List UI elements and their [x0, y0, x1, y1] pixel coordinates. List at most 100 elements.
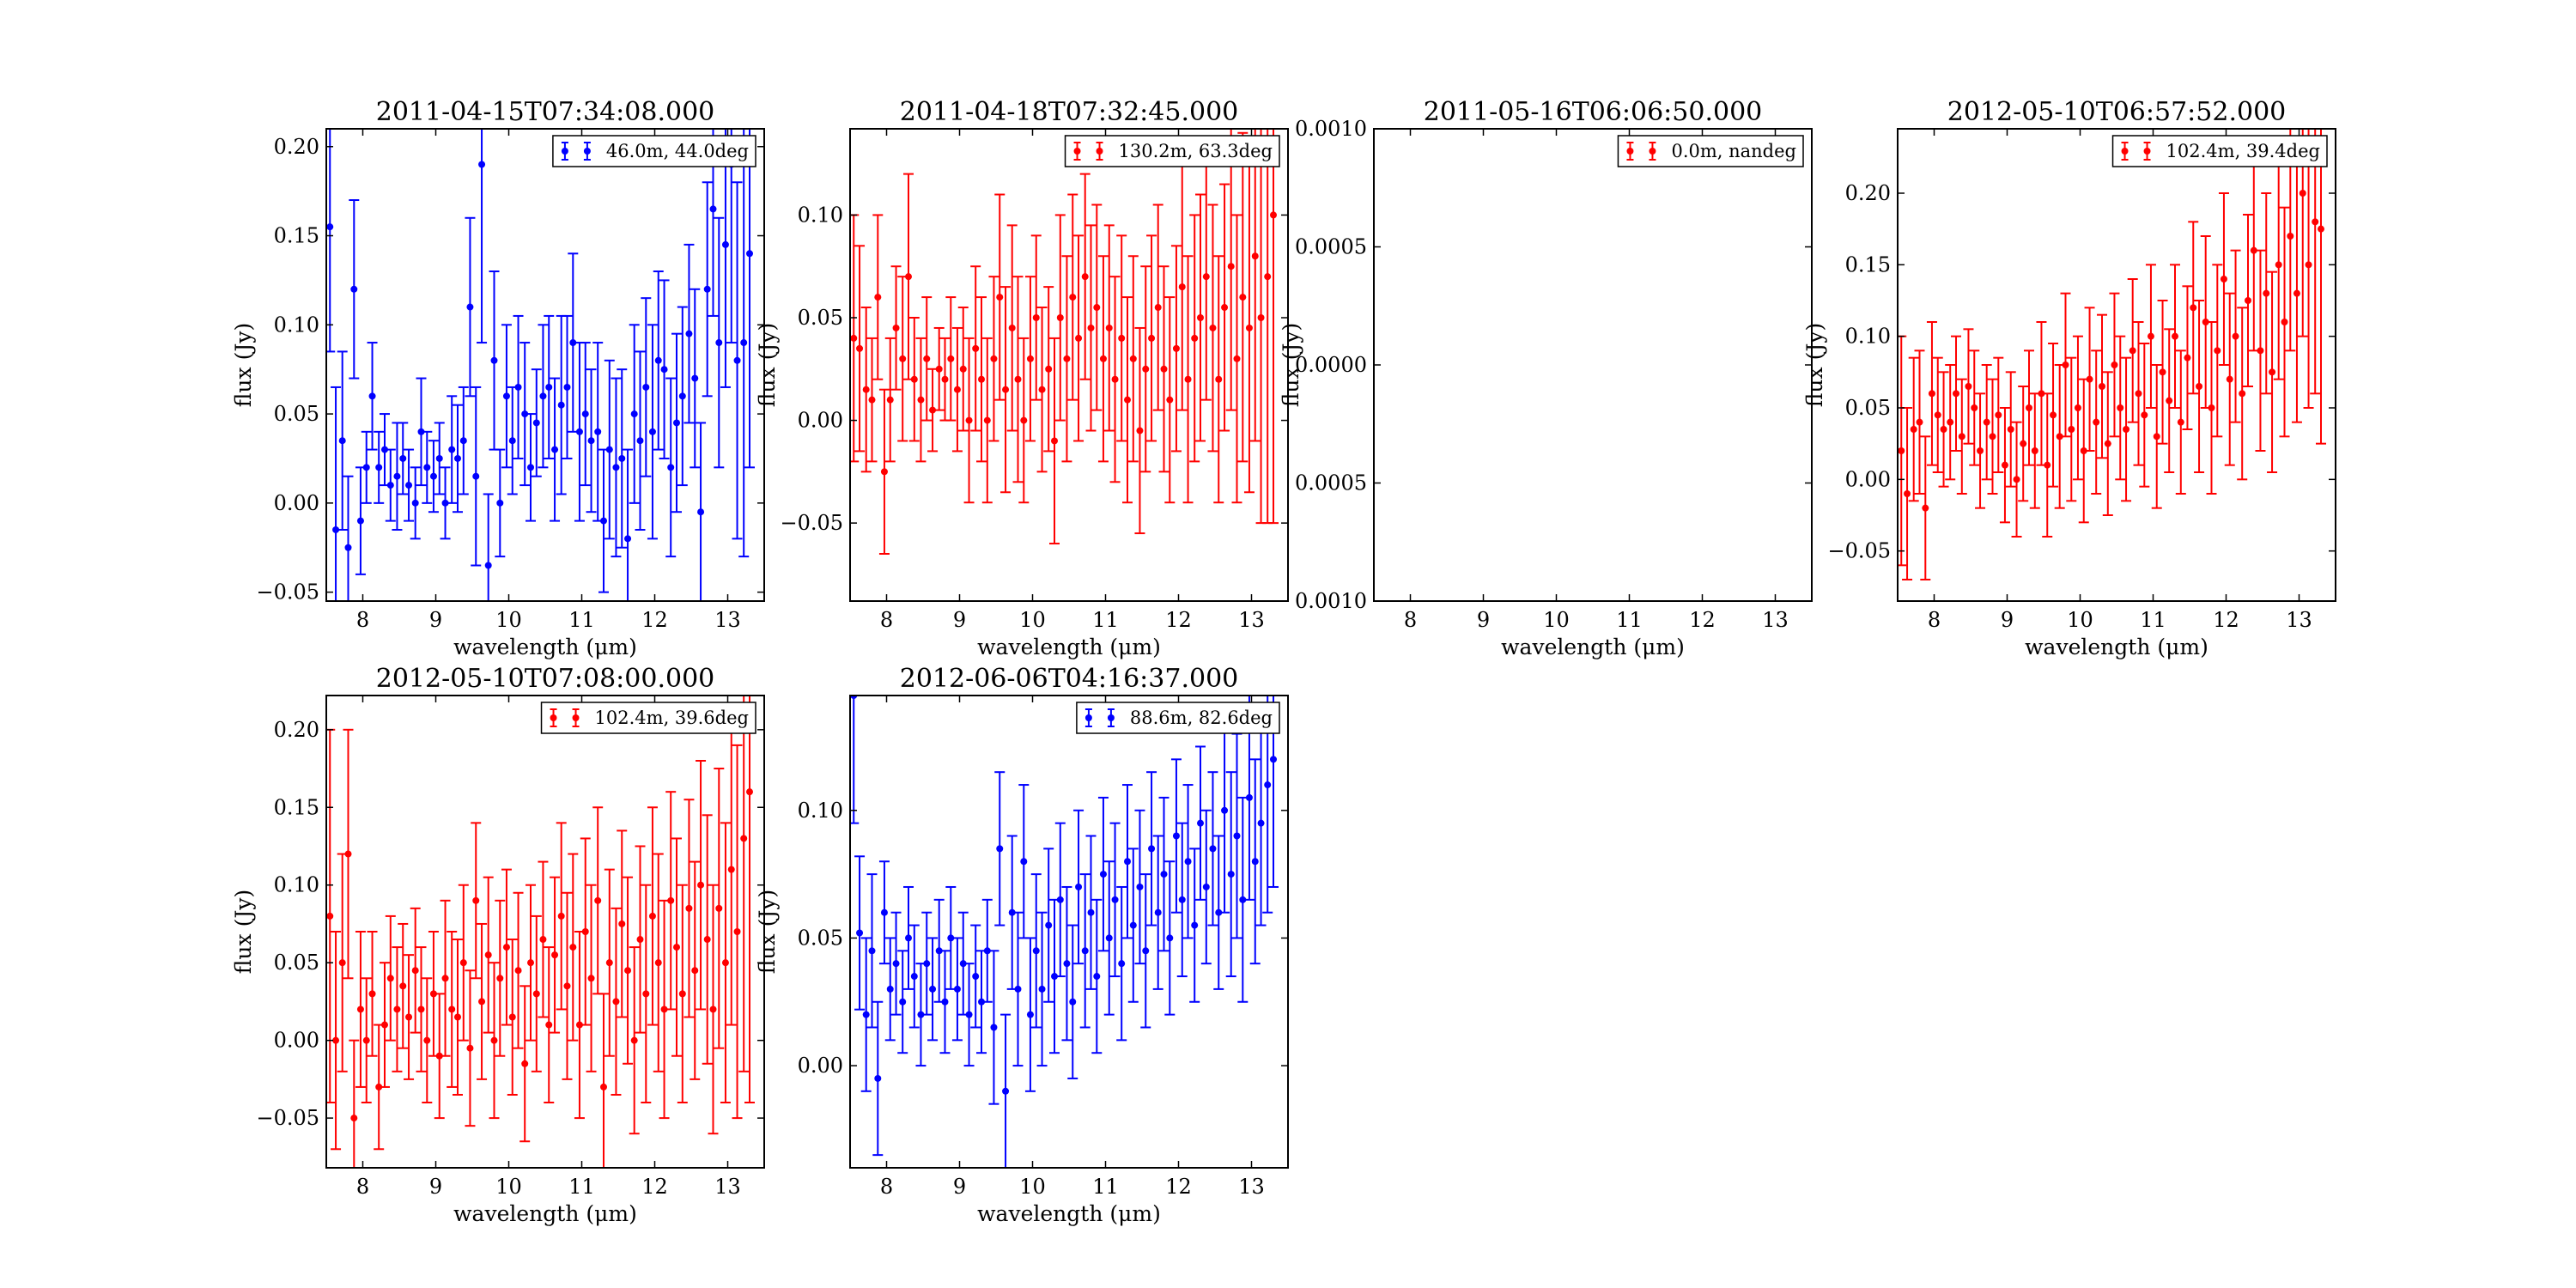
- data-point: [454, 1013, 461, 1021]
- data-point: [856, 929, 864, 937]
- data-point: [1172, 832, 1180, 840]
- data-point: [2068, 426, 2075, 433]
- data-point: [1953, 390, 1959, 398]
- plot-area: [326, 129, 755, 601]
- data-point: [929, 985, 937, 993]
- data-point: [910, 375, 918, 383]
- y-tick-label: 0.20: [274, 135, 319, 159]
- x-tick-label: 13: [2286, 608, 2312, 632]
- y-tick-label: 0.20: [1845, 181, 1891, 205]
- data-point: [2001, 461, 2008, 469]
- y-axis-label: flux (Jy): [1802, 323, 1827, 407]
- data-point: [733, 356, 741, 364]
- data-point: [1191, 921, 1199, 929]
- data-point: [1142, 947, 1150, 955]
- y-tick-label: 0.00: [1845, 467, 1891, 491]
- data-point: [587, 975, 595, 982]
- data-point: [978, 375, 985, 383]
- y-tick-label: 0.0005: [1295, 235, 1367, 259]
- data-point: [1977, 447, 1984, 454]
- data-point: [1038, 985, 1046, 993]
- data-point: [1032, 314, 1040, 321]
- data-point: [1245, 324, 1253, 331]
- data-point: [605, 959, 613, 967]
- data-point: [1160, 365, 1168, 373]
- legend: 88.6m, 82.6deg: [1076, 702, 1280, 734]
- data-point: [1020, 416, 1028, 424]
- data-point: [1154, 304, 1162, 312]
- data-point: [1002, 1087, 1010, 1095]
- data-point: [429, 990, 437, 998]
- data-point: [429, 472, 437, 480]
- data-point: [1105, 934, 1113, 942]
- data-point: [532, 990, 540, 998]
- data-point: [1191, 334, 1199, 342]
- data-point: [350, 1115, 358, 1122]
- y-tick-label: −0.05: [1827, 539, 1891, 563]
- data-point: [899, 355, 907, 362]
- data-point: [532, 419, 540, 427]
- legend-label: 46.0m, 44.0deg: [606, 141, 749, 161]
- data-point: [618, 920, 626, 927]
- data-point: [1148, 845, 1156, 853]
- data-point: [1093, 973, 1101, 981]
- data-point: [1099, 355, 1107, 362]
- y-tick-label: 0.10: [274, 313, 319, 337]
- data-point: [947, 934, 955, 942]
- data-point: [2281, 319, 2288, 325]
- data-point: [923, 355, 931, 362]
- data-point: [441, 975, 449, 982]
- y-tick-label: 0.05: [1845, 396, 1891, 420]
- data-point: [2293, 289, 2300, 297]
- y-axis-label: flux (Jy): [231, 323, 256, 407]
- data-point: [1197, 819, 1204, 827]
- data-point: [673, 419, 680, 427]
- data-point: [1166, 396, 1174, 404]
- data-point: [983, 947, 991, 955]
- y-tick-label: 0.05: [798, 306, 843, 330]
- data-point: [618, 454, 626, 462]
- data-point: [393, 1005, 401, 1013]
- data-point: [1087, 908, 1095, 916]
- data-point: [405, 482, 413, 489]
- x-axis-label: wavelength (μm): [453, 1201, 637, 1226]
- data-point: [2275, 261, 2282, 269]
- data-point: [2086, 375, 2093, 383]
- legend-label: 130.2m, 63.3deg: [1119, 141, 1273, 161]
- data-point: [1148, 334, 1156, 342]
- data-point: [587, 437, 595, 445]
- data-point: [1233, 355, 1241, 362]
- data-point: [2305, 261, 2312, 269]
- data-point: [2020, 440, 2027, 447]
- data-point: [2111, 361, 2118, 368]
- data-point: [1026, 355, 1034, 362]
- data-point: [1075, 883, 1083, 890]
- data-point: [996, 294, 1004, 301]
- chart-panel: 8 9 10 11 12 13 −0.05 0.00 0.05 0.10 0.15 0.20 2011-…: [231, 97, 765, 659]
- data-point: [1928, 390, 1935, 398]
- legend: 0.0m, nandeg: [1617, 135, 1804, 167]
- legend-marker: [2143, 148, 2151, 155]
- data-point: [2013, 476, 2020, 483]
- data-point: [2031, 447, 2038, 454]
- x-tick-label: 11: [1092, 1175, 1119, 1199]
- data-point: [472, 896, 480, 904]
- data-point: [1075, 334, 1083, 342]
- data-point: [2269, 368, 2276, 376]
- data-point: [2123, 426, 2130, 433]
- data-point: [703, 936, 711, 944]
- data-point: [1026, 1011, 1034, 1018]
- data-point: [1940, 426, 1947, 433]
- data-point: [2184, 354, 2191, 361]
- data-point: [2026, 404, 2032, 411]
- data-point: [2117, 404, 2124, 411]
- data-point: [496, 499, 504, 507]
- legend-marker: [1626, 148, 1634, 155]
- data-point: [697, 881, 705, 889]
- x-tick-label: 10: [495, 608, 522, 632]
- data-point: [2166, 397, 2173, 404]
- data-point: [1045, 365, 1053, 373]
- data-point: [1038, 386, 1046, 393]
- legend-marker: [1073, 148, 1081, 155]
- data-point: [338, 437, 346, 445]
